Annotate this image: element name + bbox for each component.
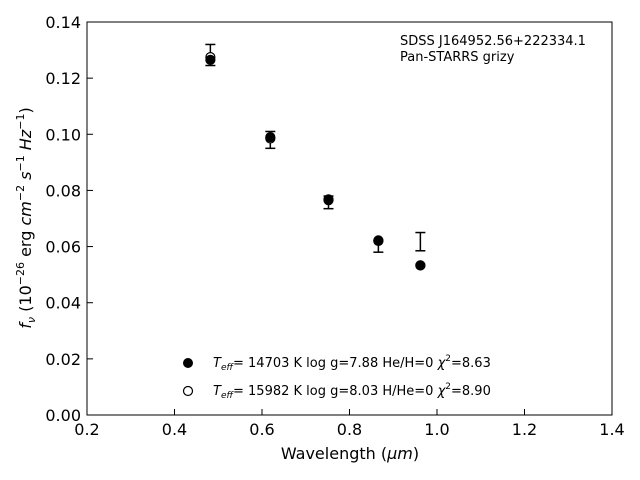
- x-axis-label: Wavelength (μm): [281, 444, 419, 463]
- model-points: [205, 51, 426, 271]
- y-tick-label: 0.08: [45, 181, 81, 200]
- x-tick-label: 0.6: [249, 420, 274, 439]
- annotation-object: SDSS J164952.56+222334.1: [400, 34, 586, 49]
- y-tick-label: 0.00: [45, 406, 81, 425]
- observed-errorbars: [205, 43, 426, 253]
- x-tick-label: 1.4: [599, 420, 624, 439]
- y-tick-label: 0.14: [45, 13, 81, 32]
- legend-marker-open: [182, 385, 194, 397]
- y-tick-label: 0.02: [45, 350, 81, 369]
- legend-marker-filled: [183, 358, 193, 368]
- legend-label-open: Teff= 15982 K log g=8.03 H/He=0 χ2=8.90: [213, 382, 491, 401]
- x-axis: 0.2 0.4 0.6 0.8 1.0 1.2 1.4: [74, 409, 625, 439]
- legend: Teff= 14703 K log g=7.88 He/H=0 χ2=8.63 …: [182, 354, 491, 401]
- y-tick-label: 0.12: [45, 69, 81, 88]
- x-tick-label: 1.0: [424, 420, 449, 439]
- y-tick-label: 0.10: [45, 125, 81, 144]
- annotation-survey: Pan-STARRS grizy: [400, 50, 515, 65]
- y-axis: 0.00 0.02 0.04 0.06 0.08 0.10 0.12 0.14: [45, 13, 93, 425]
- errorbar: [415, 231, 426, 252]
- y-tick-label: 0.04: [45, 294, 81, 313]
- x-tick-label: 1.2: [512, 420, 537, 439]
- point-filled: [323, 195, 334, 206]
- point-filled: [415, 260, 426, 271]
- point-filled: [265, 131, 276, 143]
- y-axis-label: fν (10−26 erg cm−2 s−1 Hz−1): [14, 107, 38, 328]
- point-filled: [373, 235, 384, 247]
- x-tick-label: 0.4: [162, 420, 187, 439]
- y-tick-label: 0.06: [45, 238, 81, 257]
- x-tick-label: 0.8: [337, 420, 362, 439]
- point-filled: [205, 54, 216, 65]
- x-tick-label: 0.2: [74, 420, 99, 439]
- legend-label-filled: Teff= 14703 K log g=7.88 He/H=0 χ2=8.63: [213, 354, 491, 373]
